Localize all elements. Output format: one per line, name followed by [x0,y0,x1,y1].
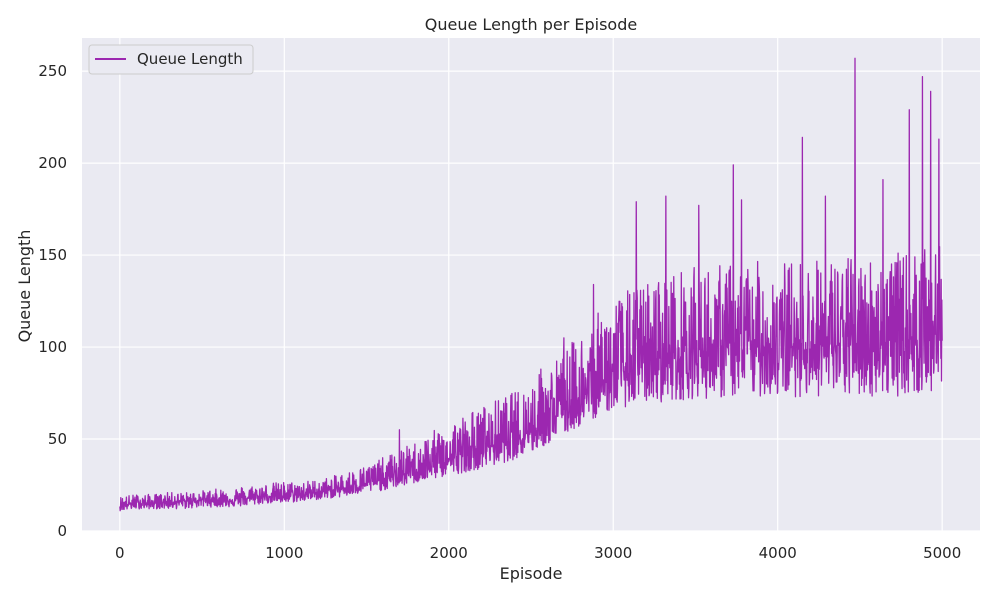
chart-title: Queue Length per Episode [425,15,637,34]
x-tick-label: 0 [115,544,125,562]
x-tick-label: 5000 [923,544,961,562]
legend-box [88,44,254,75]
y-tick-label: 0 [57,522,67,540]
plot-area [82,38,980,531]
legend: Queue Length [88,44,254,75]
queue-length-series-line [119,57,943,512]
x-tick-label: 2000 [430,544,468,562]
y-tick-label: 50 [48,430,67,448]
y-tick-label: 200 [38,154,67,172]
y-tick-label: 100 [38,338,67,356]
legend-label: Queue Length [137,50,243,68]
x-tick-label: 3000 [594,544,632,562]
x-axis-label: Episode [500,564,563,583]
x-tick-label: 4000 [759,544,797,562]
y-axis-label: Queue Length [15,230,34,343]
x-tick-label: 1000 [265,544,303,562]
y-tick-label: 250 [38,62,67,80]
y-tick-label: 150 [38,246,67,264]
